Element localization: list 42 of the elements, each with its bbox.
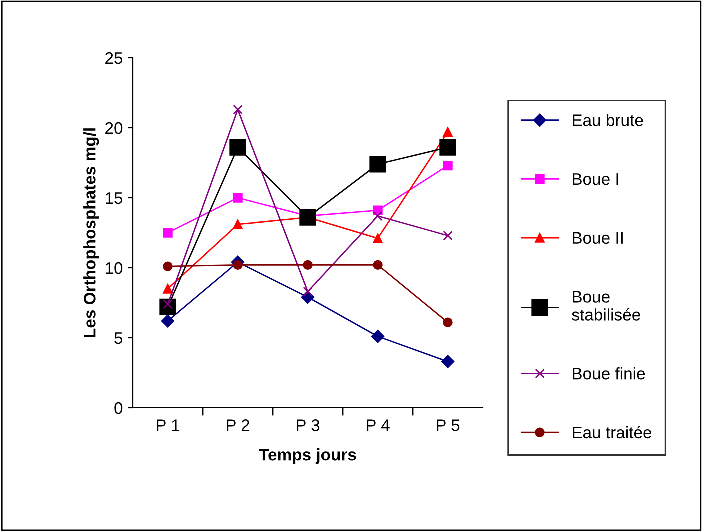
legend-label: Eau brute: [573, 114, 644, 126]
legend-label: Boue stabilisée: [572, 291, 640, 321]
x-axis-title: Temps jours: [259, 448, 356, 464]
point: [443, 230, 453, 241]
point: [443, 318, 453, 328]
point: [300, 209, 316, 226]
point: [233, 260, 243, 270]
y-tick-label: 25: [106, 52, 123, 64]
point: [163, 284, 173, 294]
x-tick-label: P 2: [227, 420, 250, 432]
x-tick-label: P 1: [157, 420, 180, 432]
point: [443, 160, 453, 171]
y-tick-label: 5: [114, 332, 123, 344]
y-tick-label: 20: [106, 122, 123, 134]
y-axis-title: Les Orthophosphates mg/l: [84, 128, 100, 338]
point: [440, 139, 456, 156]
x-tick-label: P 3: [297, 420, 320, 432]
point: [370, 156, 386, 173]
legend-label: Boue I: [573, 174, 618, 186]
point: [161, 314, 175, 328]
point: [441, 355, 455, 368]
legend-label: Boue finie: [573, 368, 646, 380]
point: [373, 234, 383, 244]
point: [233, 220, 243, 230]
point: [371, 330, 385, 344]
point: [373, 260, 383, 270]
point: [303, 286, 313, 297]
point: [230, 139, 246, 156]
point: [163, 262, 173, 272]
point: [443, 127, 453, 138]
point: [233, 193, 243, 203]
y-tick-label: 10: [106, 262, 123, 274]
point: [303, 260, 313, 270]
point: [163, 228, 173, 238]
point: [373, 211, 383, 222]
x-tick-label: P 5: [437, 420, 460, 432]
point: [233, 104, 243, 115]
y-tick-label: 15: [106, 192, 123, 204]
legend-label: Boue II: [573, 232, 623, 244]
x-tick-label: P 4: [367, 420, 390, 432]
legend-label: Eau traitée: [573, 426, 652, 439]
y-tick-label: 0: [114, 402, 123, 414]
